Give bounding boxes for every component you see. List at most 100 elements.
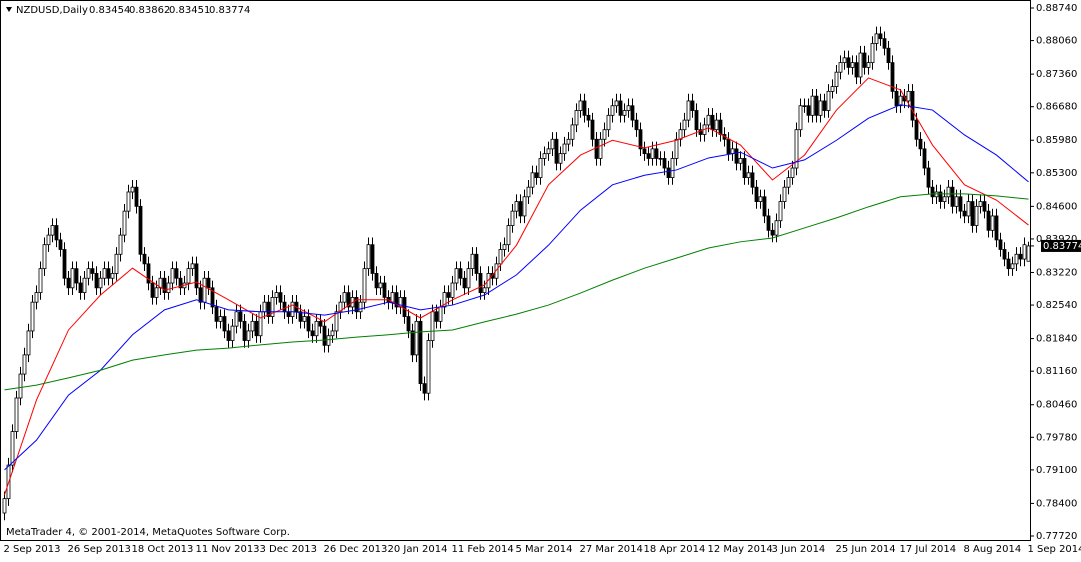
x-tick-label: 8 Aug 2014	[964, 544, 1022, 555]
candle-body	[107, 269, 110, 279]
candle-body	[503, 245, 506, 250]
candle-body	[971, 202, 974, 226]
candle-body	[375, 273, 378, 287]
candle-body	[371, 245, 374, 274]
x-tick-label: 2 Sep 2013	[4, 544, 61, 555]
candle-body	[623, 111, 626, 116]
candle-body	[111, 273, 114, 278]
candle-body	[947, 187, 950, 197]
candle-body	[807, 106, 810, 116]
candle-body	[191, 264, 194, 269]
candle-body	[955, 197, 958, 207]
candle-body	[167, 283, 170, 293]
candle-body	[379, 283, 382, 288]
y-tick-label: 0.78400	[1036, 498, 1077, 509]
candle-body	[671, 158, 674, 177]
candle-body	[951, 187, 954, 206]
candle-body	[275, 293, 278, 298]
candle-body	[175, 269, 178, 279]
candle-body	[927, 168, 930, 187]
candle-body	[687, 101, 690, 120]
candle-body	[635, 120, 638, 130]
candle-body	[259, 312, 262, 336]
y-tick-label: 0.83220	[1036, 267, 1077, 278]
x-tick-label: 18 Apr 2014	[644, 544, 706, 555]
candle-body	[843, 58, 846, 63]
candle-body	[319, 321, 322, 326]
candle-body	[279, 293, 282, 303]
candle-body	[95, 273, 98, 287]
candle-body	[647, 154, 650, 159]
current-price-label: 0.83774	[1043, 241, 1081, 252]
candle-body	[423, 384, 426, 394]
y-tick-label: 0.88740	[1036, 3, 1077, 14]
candle-body	[155, 288, 158, 298]
candle-body	[63, 249, 66, 278]
candle-body	[479, 273, 482, 292]
y-tick-label: 0.81160	[1036, 366, 1077, 377]
candle-body	[215, 307, 218, 321]
candle-body	[139, 206, 142, 254]
ohlc-low: 0.83451	[169, 5, 210, 16]
ohlc-close: 0.83774	[209, 5, 250, 16]
candle-body	[323, 326, 326, 345]
y-tick-label: 0.85980	[1036, 135, 1077, 146]
candle-body	[427, 341, 430, 394]
x-tick-label: 18 Oct 2013	[132, 544, 194, 555]
candle-body	[787, 178, 790, 188]
candle-body	[619, 101, 622, 115]
candle-body	[247, 331, 250, 341]
candle-body	[627, 106, 630, 111]
candle-body	[603, 130, 606, 140]
candle-body	[27, 331, 30, 355]
candle-body	[187, 269, 190, 283]
candle-body	[611, 106, 614, 116]
candle-body	[543, 154, 546, 159]
candle-body	[67, 278, 70, 288]
candle-body	[839, 63, 842, 73]
candle-body	[823, 101, 826, 111]
candle-body	[263, 302, 266, 312]
candle-body	[559, 154, 562, 164]
candle-body	[195, 264, 198, 288]
candle-body	[715, 120, 718, 130]
candle-body	[811, 96, 814, 115]
candle-body	[59, 240, 62, 250]
candle-body	[403, 297, 406, 316]
x-tick-label: 1 Sep 2014	[1028, 544, 1081, 555]
candle-body	[463, 278, 466, 288]
candle-body	[755, 187, 758, 201]
candle-body	[35, 293, 38, 303]
candle-body	[343, 293, 346, 303]
candle-body	[607, 115, 610, 129]
candle-body	[367, 245, 370, 269]
candle-body	[739, 158, 742, 163]
ohlc-open: 0.83454	[89, 5, 130, 16]
y-tick-label: 0.82540	[1036, 300, 1077, 311]
candle-body	[967, 202, 970, 216]
candle-body	[631, 106, 634, 120]
candle-body	[591, 120, 594, 139]
candle-body	[39, 269, 42, 293]
y-tick-label: 0.79100	[1036, 465, 1077, 476]
candle-body	[747, 173, 750, 178]
x-tick-label: 20 Jan 2014	[388, 544, 448, 555]
candle-body	[207, 278, 210, 288]
candle-body	[879, 34, 882, 39]
candle-body	[391, 293, 394, 303]
candle-body	[979, 202, 982, 207]
candle-body	[595, 139, 598, 158]
candle-body	[819, 101, 822, 115]
candle-body	[315, 321, 318, 335]
candle-body	[615, 101, 618, 106]
candle-body	[307, 317, 310, 331]
candle-body	[883, 39, 886, 49]
candle-body	[875, 34, 878, 44]
x-tick-label: 17 Jul 2014	[900, 544, 957, 555]
candle-body	[779, 202, 782, 221]
candle-body	[251, 321, 254, 331]
candle-body	[499, 249, 502, 263]
footer: MetaTrader 4, © 2001-2014, MetaQuotes So…	[6, 527, 290, 538]
candle-body	[103, 269, 106, 279]
